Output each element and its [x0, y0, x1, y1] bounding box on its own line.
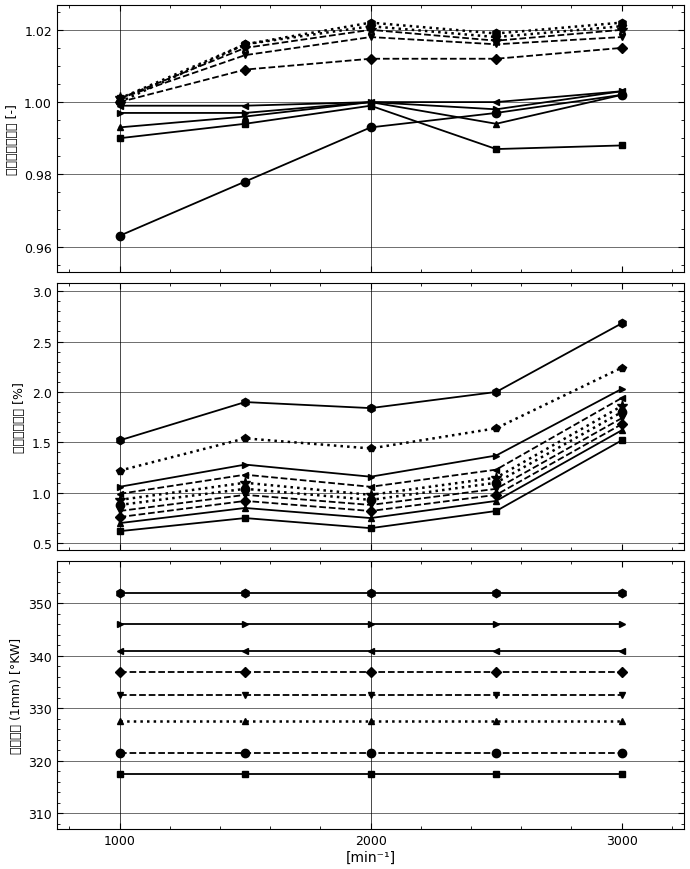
Y-axis label: 收集器充气程度 [-]: 收集器充气程度 [-] — [6, 103, 19, 175]
Y-axis label: 进气打开 (1mm) [°KW]: 进气打开 (1mm) [°KW] — [10, 637, 23, 753]
X-axis label: [min⁻¹]: [min⁻¹] — [346, 850, 395, 864]
Y-axis label: 残余废气含量 [%]: 残余废气含量 [%] — [13, 381, 26, 453]
